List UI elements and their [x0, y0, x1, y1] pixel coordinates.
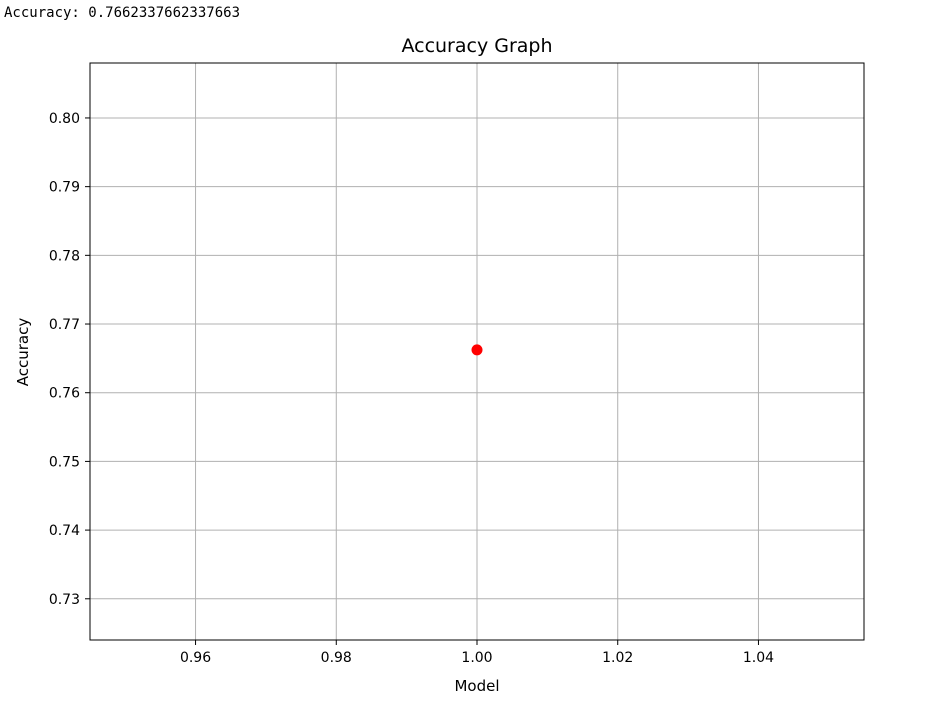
tick-layer: 0.96 0.98 1.00 1.02 1.04 0.73 0.74 0.75 0.76 0.77…	[49, 111, 774, 666]
y-tick-label: 0.77	[49, 317, 80, 333]
x-tick-label: 1.02	[602, 650, 633, 666]
y-axis-label: Accuracy	[14, 318, 32, 387]
x-tick-label: 1.00	[461, 650, 492, 666]
x-tick-label: 0.98	[321, 650, 352, 666]
y-tick-label: 0.76	[49, 386, 80, 402]
y-tick-label: 0.78	[49, 248, 80, 264]
chart-title: Accuracy Graph	[401, 35, 552, 57]
accuracy-output-text: Accuracy: 0.7662337662337663	[4, 5, 241, 21]
point-layer	[471, 344, 483, 356]
y-tick-label: 0.73	[49, 592, 80, 608]
y-tick-label: 0.80	[49, 111, 80, 127]
grid-layer	[90, 63, 864, 640]
y-tick-label: 0.74	[49, 523, 80, 539]
y-tick-label: 0.75	[49, 454, 80, 470]
x-axis-label: Model	[454, 677, 499, 695]
x-tick-label: 1.04	[743, 650, 774, 666]
y-tick-label: 0.79	[49, 180, 80, 196]
data-point	[471, 344, 483, 356]
x-tick-label: 0.96	[180, 650, 211, 666]
